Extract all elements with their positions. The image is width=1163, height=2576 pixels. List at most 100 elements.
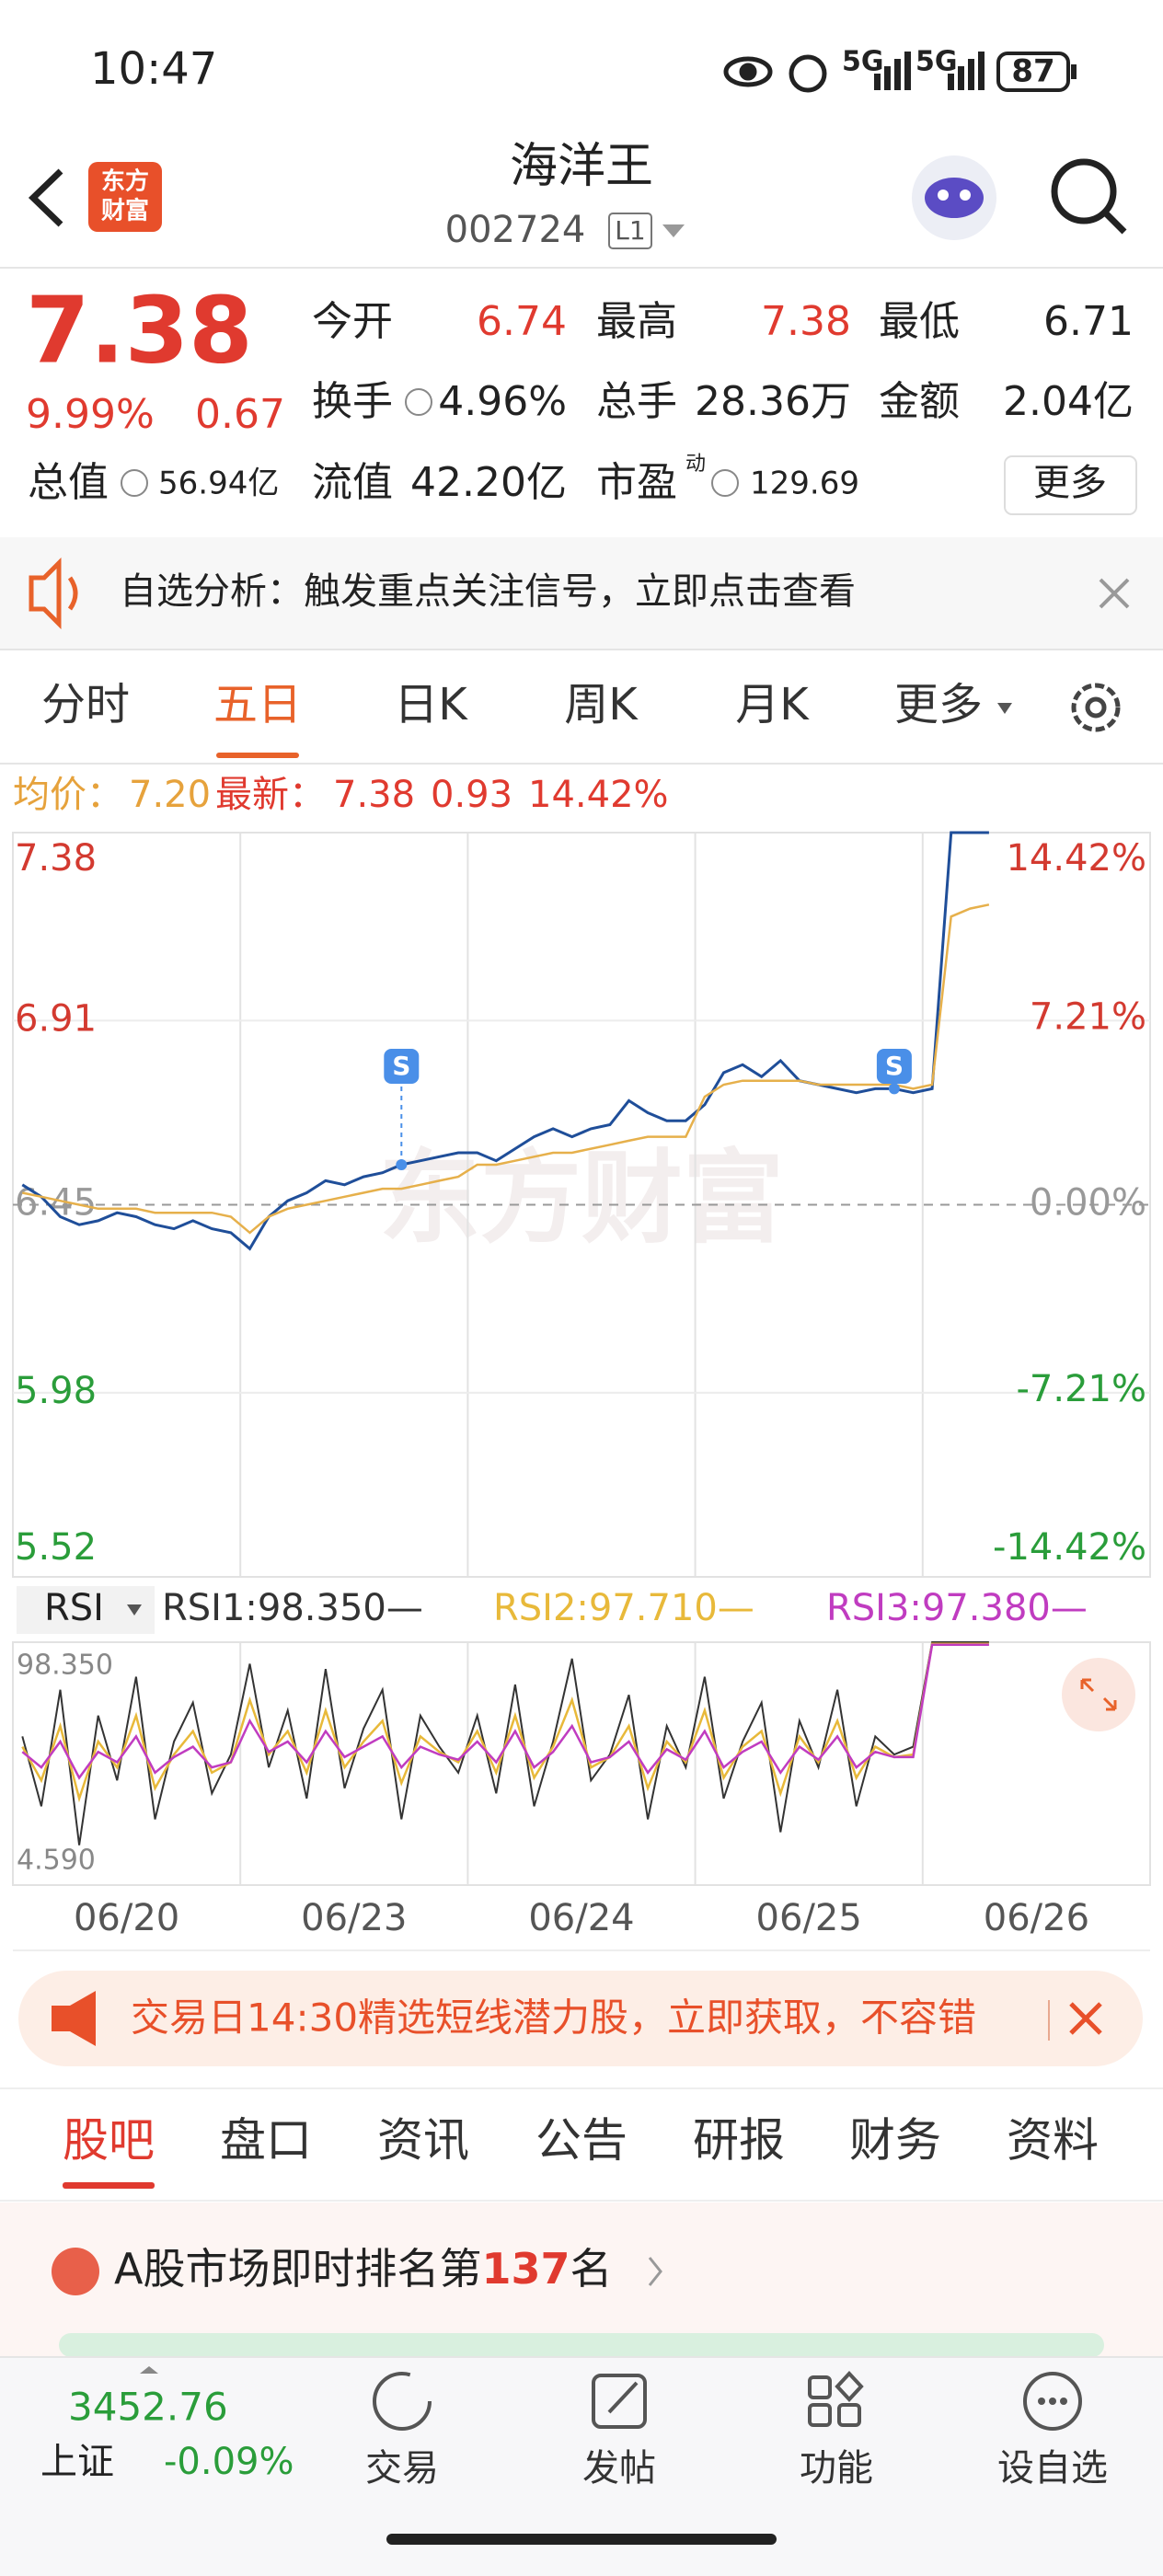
x-tick-label: 06/25 xyxy=(756,1897,862,1939)
content-tab[interactable]: 研报 xyxy=(693,2114,785,2168)
index-name: 上证 xyxy=(40,2441,114,2483)
megaphone-icon xyxy=(52,1991,96,2046)
rsi-chart: RSI RSI1:98.350— RSI2:97.710— RSI3:97.380— 9… xyxy=(12,1586,1151,1951)
field-value: 7.38 xyxy=(761,298,851,345)
speaker-icon xyxy=(29,557,62,630)
legend-entry: RSI2:97.710— xyxy=(493,1587,754,1629)
rank-icon xyxy=(52,2248,99,2295)
field-label: 最低 xyxy=(879,298,960,345)
field-label: 流值 xyxy=(312,459,393,506)
rank-text[interactable]: A股市场即时排名第137名 xyxy=(114,2244,613,2294)
progress-bar xyxy=(59,2333,1104,2357)
promo-banner[interactable] xyxy=(18,1971,1143,2066)
back-button[interactable] xyxy=(28,168,63,227)
stock-code: 002724 xyxy=(445,209,586,251)
expand-button[interactable] xyxy=(1062,1658,1135,1731)
latest-label: 最新： xyxy=(215,774,326,816)
avg-value: 7.20 xyxy=(129,774,211,816)
field-label: 市盈 xyxy=(596,459,677,506)
tab[interactable]: 五日 xyxy=(213,679,302,730)
content-tab[interactable]: 资讯 xyxy=(377,2114,469,2168)
pe-mark: 动 xyxy=(685,453,706,476)
assistant-avatar[interactable] xyxy=(912,155,996,240)
content-tabs: 股吧 盘口 资讯 公告 研报 财务 资料 xyxy=(63,2114,1099,2189)
field-value: 6.71 xyxy=(1043,298,1134,345)
status-time: 10:47 xyxy=(90,43,217,95)
price-chart: 7.386.916.455.985.5214.42%7.21%0.00%-7.2… xyxy=(12,831,1151,1578)
legend-entry: RSI3:97.380— xyxy=(826,1587,1088,1629)
tab[interactable]: 周K xyxy=(564,679,639,730)
field-label: 最高 xyxy=(596,298,677,345)
content-tab[interactable]: 财务 xyxy=(849,2114,941,2168)
content-tab[interactable]: 资料 xyxy=(1007,2114,1099,2168)
close-banner[interactable] xyxy=(1069,2002,1102,2035)
index-change: -0.09% xyxy=(164,2441,294,2483)
nav-items: 交易 发帖 功能 设自选 xyxy=(365,2447,1108,2490)
content-tab[interactable]: 公告 xyxy=(535,2114,628,2168)
tab[interactable]: 分时 xyxy=(41,679,130,730)
nav-item[interactable]: 交易 xyxy=(365,2447,439,2490)
index-arrow xyxy=(140,2366,158,2374)
field-value: 4.96% xyxy=(438,378,567,425)
field-label: 今开 xyxy=(312,298,393,345)
tab[interactable]: 月K xyxy=(735,679,810,730)
more-button[interactable] xyxy=(1004,455,1137,515)
dropdown-arrow[interactable] xyxy=(662,224,685,237)
info-icon[interactable] xyxy=(405,388,432,416)
content-tab[interactable]: 股吧 xyxy=(63,2114,155,2168)
x-tick-label: 06/26 xyxy=(984,1897,1089,1939)
nav-icons xyxy=(373,2371,1082,2431)
change-pct: 9.99% xyxy=(26,391,155,438)
rank-prefix: A股市场即时排名第 xyxy=(114,2244,481,2294)
field-value: 56.94亿 xyxy=(158,466,279,502)
logo-text: 东方 xyxy=(101,167,149,196)
field-value: 2.04亿 xyxy=(1003,378,1134,425)
latest-change: 0.93 xyxy=(431,774,512,816)
nav-item[interactable]: 设自选 xyxy=(997,2447,1108,2490)
battery-tip xyxy=(1071,64,1077,79)
series-line xyxy=(21,1642,989,1803)
y-tick-label: 98.350 xyxy=(17,1650,113,1682)
more-label: 更多 xyxy=(1033,462,1107,504)
content-tab[interactable]: 盘口 xyxy=(220,2114,312,2168)
latest-value: 7.38 xyxy=(333,774,415,816)
signal-badge[interactable] xyxy=(384,1049,420,1084)
chevron xyxy=(648,2257,662,2286)
tab-underline xyxy=(216,753,299,758)
search-button[interactable] xyxy=(1051,158,1127,235)
x-tick-label: 06/24 xyxy=(528,1897,634,1939)
field-value: 129.69 xyxy=(750,466,859,502)
info-icon[interactable] xyxy=(121,469,148,497)
y-tick-label: 5.52 xyxy=(15,1526,97,1569)
board-label: L1 xyxy=(615,215,645,246)
expand-icon xyxy=(1080,1678,1117,1711)
y2-tick-label: 0.00% xyxy=(1030,1182,1146,1225)
settings-button[interactable] xyxy=(1071,683,1121,732)
index-value[interactable]: 3452.76 xyxy=(68,2385,228,2430)
logo-text: 财富 xyxy=(101,197,149,225)
tab[interactable]: 日K xyxy=(394,679,468,730)
home-indicator xyxy=(386,2534,777,2545)
nav-item[interactable]: 功能 xyxy=(800,2447,873,2490)
alert-bar[interactable] xyxy=(0,537,1163,650)
x-tick-label: 06/20 xyxy=(74,1897,179,1939)
app-logo[interactable] xyxy=(88,162,162,232)
signal-dot xyxy=(888,1083,900,1095)
tab[interactable]: 更多 xyxy=(894,679,983,730)
battery-level: 87 xyxy=(1011,53,1054,90)
board-badge xyxy=(608,213,652,249)
info-icon[interactable] xyxy=(711,469,739,497)
field-value: 28.36万 xyxy=(695,378,851,425)
nav-item[interactable]: 发帖 xyxy=(582,2447,656,2490)
network-label: 5G xyxy=(842,46,884,78)
signal-badge[interactable] xyxy=(876,1049,912,1084)
rank-panel xyxy=(0,2202,1163,2357)
series-line xyxy=(21,1643,989,1780)
status-icons xyxy=(723,54,827,93)
battery xyxy=(996,52,1070,92)
period-tabs: 分时 五日 日K 周K 月K 更多 xyxy=(41,679,1012,758)
y-tick-label: 4.590 xyxy=(17,1845,96,1877)
avg-label: 均价： xyxy=(13,774,123,816)
close-alert[interactable] xyxy=(1099,578,1130,609)
